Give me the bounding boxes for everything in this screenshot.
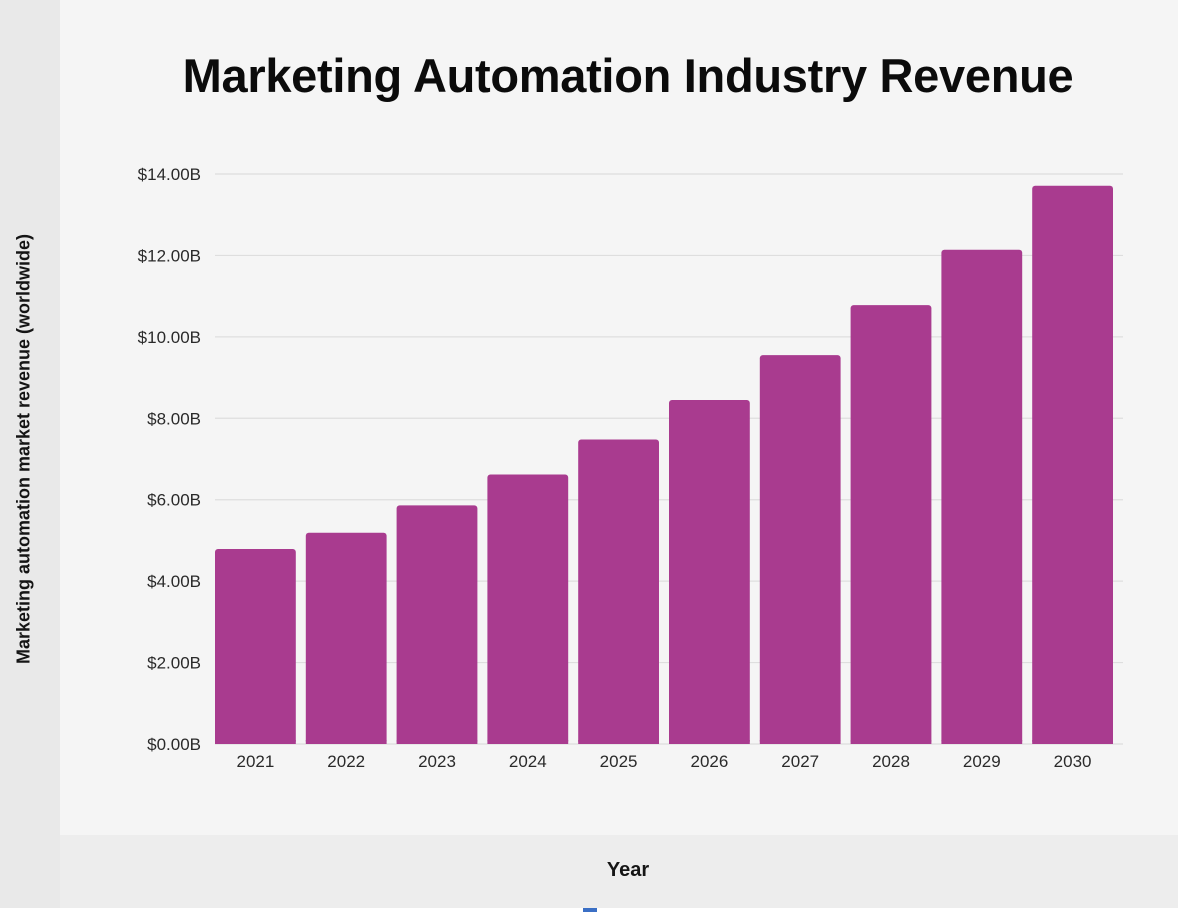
bar [487,474,569,744]
bar-base [850,740,932,744]
y-tick-label: $2.00B [147,654,201,673]
bar-base [215,740,296,744]
x-tick-label: 2024 [509,752,547,771]
y-tick-label: $0.00B [147,735,201,754]
x-tick-label: 2027 [781,752,819,771]
bar [396,505,478,744]
x-tick-label: 2021 [236,752,274,771]
y-axis-label-panel: Marketing automation market revenue (wor… [0,0,60,908]
x-tick-label: 2030 [1054,752,1092,771]
bar [305,532,387,744]
chart-title: Marketing Automation Industry Revenue [182,49,1074,102]
bar-base [1032,740,1113,744]
bar-base [396,740,478,744]
y-tick-label: $10.00B [138,328,201,347]
bar [669,399,750,744]
y-tick-label: $6.00B [147,491,201,510]
x-tick-label: 2025 [600,752,638,771]
bar [1032,185,1113,745]
bar-base [578,740,659,744]
y-tick-label: $14.00B [138,165,201,184]
x-tick-label: 2023 [418,752,456,771]
bar-base [669,740,750,744]
x-tick-label: 2022 [327,752,365,771]
bar [850,305,932,744]
bar [215,548,296,744]
bar-base [941,740,1023,744]
x-tick-label: 2026 [690,752,728,771]
bar [941,249,1023,744]
y-tick-label: $8.00B [147,409,201,428]
x-tick-label: 2029 [963,752,1001,771]
y-tick-label: $12.00B [138,246,201,265]
bar-base [759,740,841,744]
bar-base [305,740,387,744]
bar [578,439,659,744]
x-axis-label: Year [606,859,650,881]
y-tick-label: $4.00B [147,572,201,591]
bar-base [487,740,569,744]
x-axis-label-panel: Year [60,835,1178,908]
scroll-indicator [583,908,597,912]
x-tick-label: 2028 [872,752,910,771]
bar [759,355,841,744]
